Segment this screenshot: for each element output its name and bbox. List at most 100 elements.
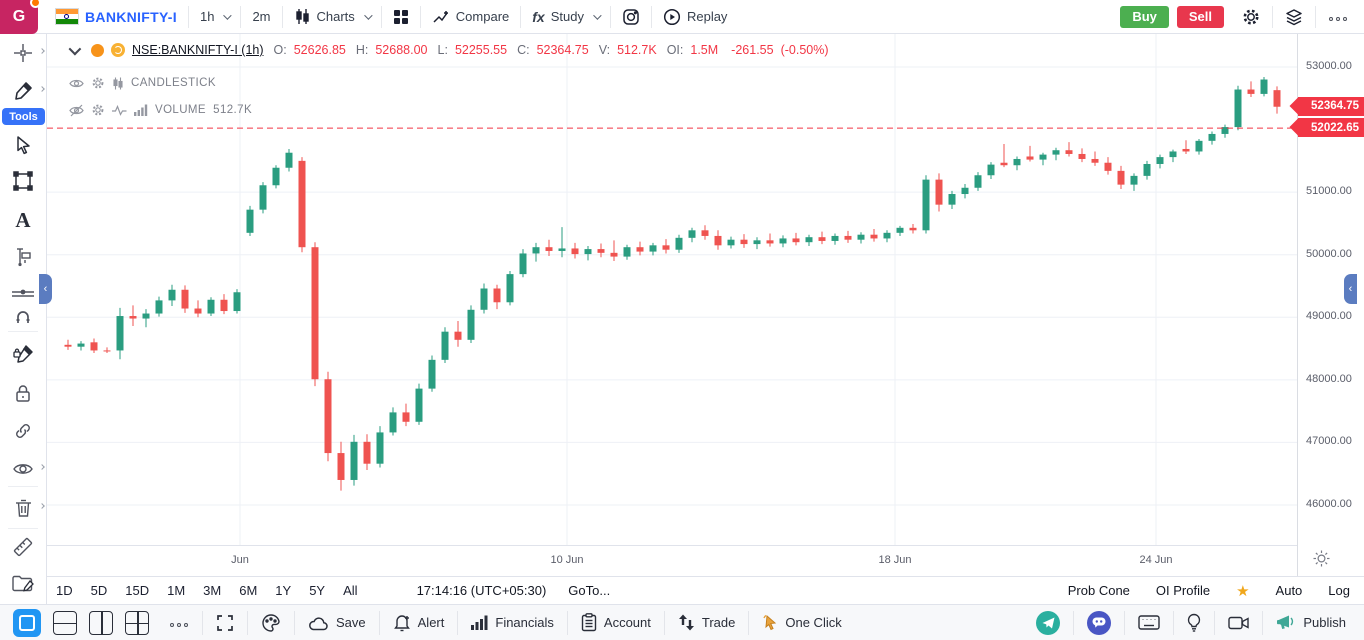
more-layouts-button[interactable] xyxy=(155,605,202,640)
rectangle-tool[interactable] xyxy=(0,166,46,196)
time-axis[interactable]: Jun 10 Jun 18 Jun 24 Jun xyxy=(47,545,1297,576)
chat-button[interactable] xyxy=(1074,605,1124,640)
layout-single-button[interactable] xyxy=(0,605,47,640)
save-button[interactable]: Save xyxy=(295,605,379,640)
cursor-tool[interactable] xyxy=(0,130,46,160)
layout-hsplit-button[interactable] xyxy=(47,605,83,640)
palette-icon xyxy=(262,613,280,632)
interval-value: 1h xyxy=(199,9,215,24)
horizontal-line-tool[interactable] xyxy=(0,278,46,308)
account-button[interactable]: Account xyxy=(568,605,664,640)
grid-icon xyxy=(393,9,409,25)
study-dropdown[interactable]: fx Study xyxy=(521,0,610,34)
more-options-button[interactable] xyxy=(1316,0,1364,34)
eye-off-icon[interactable] xyxy=(69,104,84,117)
link-tool[interactable] xyxy=(0,416,46,446)
pulse-icon[interactable] xyxy=(112,104,127,116)
favorite-star-icon[interactable]: ★ xyxy=(1236,582,1250,600)
range-button-1m[interactable]: 1M xyxy=(167,583,186,598)
oi-profile-button[interactable]: OI Profile xyxy=(1155,583,1211,598)
hide-drawings-tool[interactable] xyxy=(0,454,46,484)
buy-button[interactable]: Buy xyxy=(1120,5,1169,28)
theme-button[interactable] xyxy=(248,605,294,640)
log-scale-button[interactable]: Log xyxy=(1328,583,1350,598)
gear-icon[interactable] xyxy=(91,76,105,90)
megaphone-icon xyxy=(1277,615,1294,629)
candlestick-icon xyxy=(294,8,311,25)
interval-dropdown[interactable]: 1h xyxy=(189,0,240,34)
status-dot-icon[interactable] xyxy=(91,43,104,57)
magnet-tool[interactable] xyxy=(0,304,46,334)
chart-pane[interactable]: NSE:BANKNIFTY-I (1h) O: 52626.85 H: 5268… xyxy=(47,34,1297,545)
chart-type-dropdown[interactable]: Charts xyxy=(283,0,381,34)
indicator-name[interactable]: CANDLESTICK xyxy=(131,77,216,89)
left-panel-collapse-handle[interactable]: ‹ xyxy=(39,274,52,304)
lightbulb-icon xyxy=(1188,613,1201,632)
video-button[interactable] xyxy=(1215,605,1262,640)
goto-button[interactable]: GoTo... xyxy=(568,583,611,598)
trade-button[interactable]: Trade xyxy=(665,605,748,640)
replay-button[interactable]: Replay xyxy=(652,0,738,34)
trendline-tool[interactable] xyxy=(0,76,46,106)
clock[interactable]: 17:14:16 (UTC+05:30) xyxy=(416,583,547,598)
remove-drawings-tool[interactable] xyxy=(0,493,46,523)
fullscreen-button[interactable] xyxy=(203,605,247,640)
range-button-1y[interactable]: 1Y xyxy=(275,583,292,598)
right-panel-collapse-handle[interactable]: ‹ xyxy=(1344,274,1357,304)
price-tick: 50000.00 xyxy=(1306,247,1352,260)
crosshair-tool[interactable] xyxy=(0,38,46,68)
position-tool[interactable] xyxy=(0,242,46,272)
price-tick: 47000.00 xyxy=(1306,435,1352,448)
drawing-templates-tool[interactable] xyxy=(0,568,46,598)
range-button-all[interactable]: All xyxy=(343,583,358,598)
collapse-legend-icon[interactable] xyxy=(68,42,82,55)
layout-grid-button[interactable] xyxy=(382,0,420,34)
eye-icon[interactable] xyxy=(69,78,84,89)
settings-button[interactable] xyxy=(1230,0,1272,34)
range-button-1d[interactable]: 1D xyxy=(56,583,73,598)
range-button-3m[interactable]: 3M xyxy=(203,583,222,598)
prob-cone-button[interactable]: Prob Cone xyxy=(1067,583,1130,598)
ideas-button[interactable] xyxy=(1174,605,1214,640)
layout-quad-button[interactable] xyxy=(119,605,155,640)
range-button-15d[interactable]: 15D xyxy=(125,583,150,598)
refresh-badge-icon[interactable] xyxy=(111,43,125,57)
indicator-name[interactable]: VOLUME 512.7K xyxy=(155,104,253,116)
symbol-legend: NSE:BANKNIFTY-I (1h) O: 52626.85 H: 5268… xyxy=(68,42,829,57)
text-tool[interactable]: A xyxy=(15,207,31,232)
auto-scale-button[interactable]: Auto xyxy=(1275,583,1303,598)
candlestick-chart[interactable] xyxy=(47,34,1297,545)
layout-vsplit-button[interactable] xyxy=(83,605,119,640)
range-button-6m[interactable]: 6M xyxy=(239,583,258,598)
hotkeys-button[interactable] xyxy=(1125,605,1173,640)
top-toolbar: G BANKNIFTY-I 1h 2m Charts xyxy=(0,0,1364,34)
layers-button[interactable] xyxy=(1273,0,1315,34)
gear-icon xyxy=(1241,7,1261,27)
range-button-5d[interactable]: 5D xyxy=(90,583,108,598)
broker-logo[interactable]: G xyxy=(0,0,41,34)
brightness-icon[interactable] xyxy=(1313,550,1330,572)
price-axis[interactable]: 53000.00 51000.00 50000.00 49000.00 48000.00… xyxy=(1297,34,1364,576)
alert-button[interactable]: Alert xyxy=(380,605,458,640)
sell-button[interactable]: Sell xyxy=(1176,5,1224,28)
open-label: O: xyxy=(273,43,287,57)
series-title[interactable]: NSE:BANKNIFTY-I (1h) xyxy=(132,43,264,57)
range-button-5y[interactable]: 5Y xyxy=(309,583,326,598)
financials-button[interactable]: Financials xyxy=(458,605,567,640)
interval-quick-button[interactable]: 2m xyxy=(252,9,271,24)
measure-tool[interactable] xyxy=(0,532,46,562)
close-value: 52364.75 xyxy=(536,43,589,57)
lock-tool[interactable] xyxy=(0,378,46,408)
one-click-button[interactable]: One Click xyxy=(749,605,854,640)
publish-button[interactable]: Publish xyxy=(1263,605,1364,640)
chevron-down-icon xyxy=(223,10,233,20)
compare-button[interactable]: Compare xyxy=(421,0,520,34)
symbol-search[interactable]: BANKNIFTY-I xyxy=(44,0,188,34)
chat-icon xyxy=(1087,610,1112,635)
open-value: 52626.85 xyxy=(293,43,346,57)
lock-drawings-tool[interactable] xyxy=(0,340,46,370)
snapshot-button[interactable] xyxy=(611,0,651,34)
telegram-button[interactable] xyxy=(1023,605,1073,640)
gear-icon[interactable] xyxy=(91,103,105,117)
